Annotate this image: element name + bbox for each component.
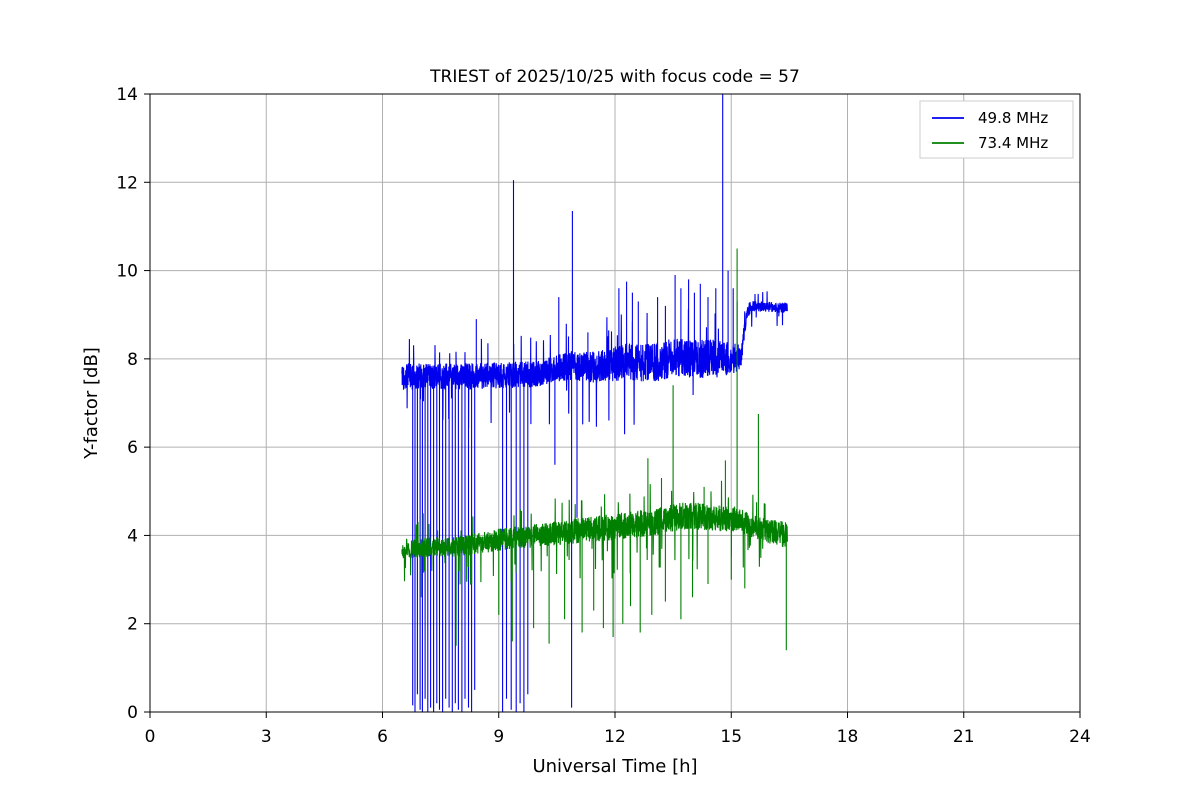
data-series [401,94,788,712]
y-tick-label: 14 [116,85,138,105]
x-tick-label: 24 [1069,727,1091,747]
legend: 49.8 MHz 73.4 MHz [919,100,1074,159]
y-axis-label: Y-factor [dB] [81,347,102,460]
x-axis-label: Universal Time [h] [532,756,697,777]
x-tick-label: 21 [953,727,975,747]
legend-label: 49.8 MHz [978,109,1048,127]
grid-lines [149,93,1081,713]
series-line-1 [401,94,788,712]
x-tick-label: 6 [377,727,388,747]
y-tick-label: 10 [116,262,138,282]
y-tick-label: 6 [127,438,138,458]
x-tick-label: 0 [145,727,156,747]
x-tick-label: 3 [261,727,272,747]
y-tick-label: 4 [127,526,138,546]
x-tick-label: 12 [604,727,626,747]
y-tick-label: 12 [116,173,138,193]
legend-label: 73.4 MHz [978,134,1048,152]
series-line-2 [401,248,788,651]
y-tick-label: 8 [127,350,138,370]
legend-box [919,100,1074,159]
chart-title: TRIEST of 2025/10/25 with focus code = 5… [429,67,800,87]
x-tick-label: 18 [837,727,859,747]
y-tick-label: 2 [127,615,138,635]
x-tick-label: 15 [720,727,742,747]
x-tick-label: 9 [493,727,504,747]
y-tick-label: 0 [127,703,138,723]
